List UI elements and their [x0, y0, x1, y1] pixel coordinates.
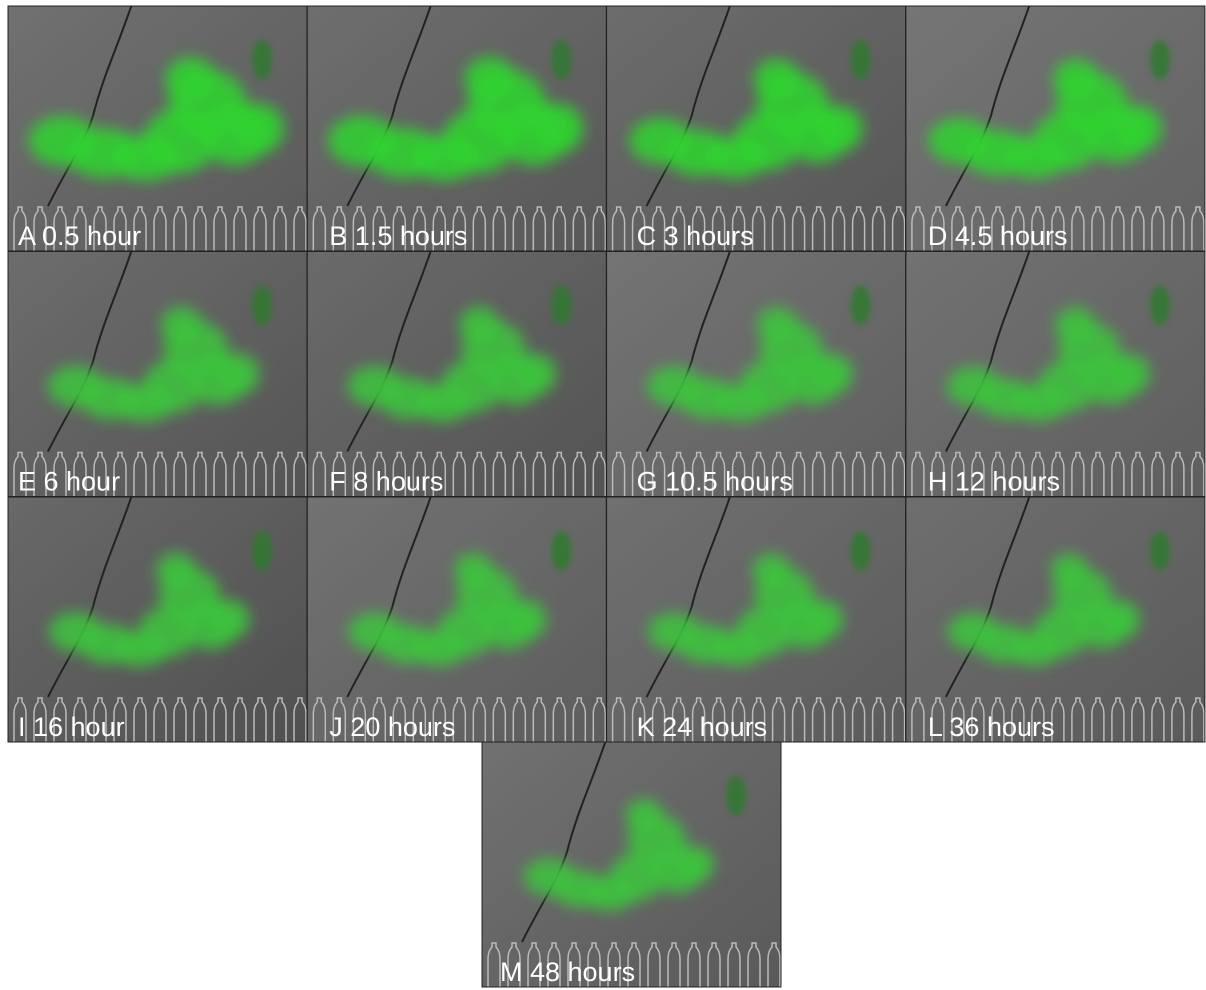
- image-panel: K 24 hours: [607, 492, 906, 742]
- small-cluster: [851, 531, 871, 571]
- cell-blob: [754, 59, 800, 101]
- cell-blob: [752, 553, 791, 588]
- image-panel: A 0.5 hour: [8, 1, 307, 251]
- panel-content: [307, 247, 606, 497]
- cell-blob: [625, 798, 663, 832]
- image-panel: L 36 hours: [906, 492, 1205, 742]
- small-cluster: [1150, 285, 1170, 325]
- cell-blob: [165, 57, 216, 103]
- small-cluster: [851, 40, 871, 80]
- image-panel: G 10.5 hours: [607, 247, 906, 497]
- cell-blob: [1150, 531, 1170, 571]
- cell-blob: [252, 531, 272, 571]
- panel-content: [307, 1, 606, 251]
- panel-label: F 8 hours: [329, 467, 443, 497]
- small-cluster: [252, 40, 272, 80]
- panel-label: G 10.5 hours: [637, 467, 793, 497]
- panel-content: [607, 492, 906, 742]
- panel-label: D 4.5 hours: [928, 221, 1068, 251]
- panel-label: I 16 hour: [18, 712, 125, 742]
- small-cluster: [851, 285, 871, 325]
- cell-blob: [1050, 553, 1088, 588]
- page: A 0.5 hour B 1.5 hours C 3 hours D 4.5 hour…: [0, 0, 1206, 990]
- cell-blob: [805, 600, 844, 639]
- panel-label: B 1.5 hours: [329, 221, 467, 251]
- image-panel: I 16 hour: [8, 492, 307, 742]
- cell-blob: [454, 553, 493, 589]
- cell-blob: [817, 105, 863, 151]
- cell-blob: [757, 306, 798, 343]
- panel-content: [607, 1, 906, 251]
- cell-blob: [515, 353, 556, 394]
- image-panel: C 3 hours: [607, 1, 906, 251]
- image-panel: H 12 hours: [906, 247, 1205, 497]
- cell-blob: [1116, 105, 1162, 151]
- cell-blob: [1055, 307, 1095, 344]
- cell-blob: [851, 285, 871, 325]
- panel-content: [906, 492, 1205, 742]
- small-cluster: [551, 531, 571, 571]
- cell-blob: [551, 531, 571, 571]
- panel-label: L 36 hours: [928, 712, 1055, 742]
- panel-content: [482, 737, 781, 987]
- cell-blob: [508, 600, 547, 639]
- small-cluster: [551, 40, 571, 80]
- cell-blob: [1150, 285, 1170, 325]
- cell-blob: [551, 285, 571, 325]
- cell-blob: [210, 600, 250, 640]
- image-panel: B 1.5 hours: [307, 1, 606, 251]
- small-cluster: [1150, 40, 1170, 80]
- cell-blob: [813, 354, 854, 395]
- panel-label: A 0.5 hour: [18, 221, 141, 251]
- small-cluster: [252, 531, 272, 571]
- cell-blob: [464, 57, 515, 103]
- cell-blob: [551, 40, 571, 80]
- cell-blob: [156, 552, 196, 588]
- panel-label: K 24 hours: [637, 712, 768, 742]
- panel-content: [8, 492, 307, 742]
- small-cluster: [551, 285, 571, 325]
- panel-content: [607, 247, 906, 497]
- panel-content: [8, 247, 307, 497]
- cell-blob: [234, 103, 285, 154]
- image-panel: F 8 hours: [307, 247, 606, 497]
- figure: A 0.5 hour B 1.5 hours C 3 hours D 4.5 hour…: [0, 0, 1206, 990]
- panel-content: [307, 492, 606, 742]
- cell-blob: [459, 306, 500, 344]
- small-cluster: [1150, 531, 1170, 571]
- cell-blob: [1102, 600, 1140, 638]
- image-panel: J 20 hours: [307, 492, 606, 742]
- panel-content: [8, 1, 307, 251]
- cell-blob: [1053, 59, 1099, 101]
- cell-blob: [252, 285, 272, 325]
- image-panel: M 48 hours: [482, 737, 781, 987]
- cell-blob: [726, 776, 746, 816]
- panel-label: H 12 hours: [928, 467, 1060, 497]
- image-panel: E 6 hour: [8, 247, 307, 497]
- small-cluster: [252, 285, 272, 325]
- cell-blob: [851, 40, 871, 80]
- image-panel: D 4.5 hours: [906, 1, 1205, 251]
- cell-blob: [1150, 40, 1170, 80]
- cell-blob: [851, 531, 871, 571]
- small-cluster: [726, 776, 746, 816]
- panel-label: J 20 hours: [329, 712, 455, 742]
- panel-content: [906, 1, 1205, 251]
- cell-blob: [533, 103, 584, 154]
- cell-blob: [218, 353, 260, 395]
- panel-label: M 48 hours: [500, 957, 635, 987]
- cell-blob: [252, 40, 272, 80]
- cell-blob: [161, 306, 203, 344]
- panel-content: [906, 247, 1205, 497]
- panel-label: E 6 hour: [18, 467, 120, 497]
- cell-blob: [677, 846, 715, 884]
- panel-label: C 3 hours: [637, 221, 754, 251]
- cell-blob: [1110, 354, 1150, 394]
